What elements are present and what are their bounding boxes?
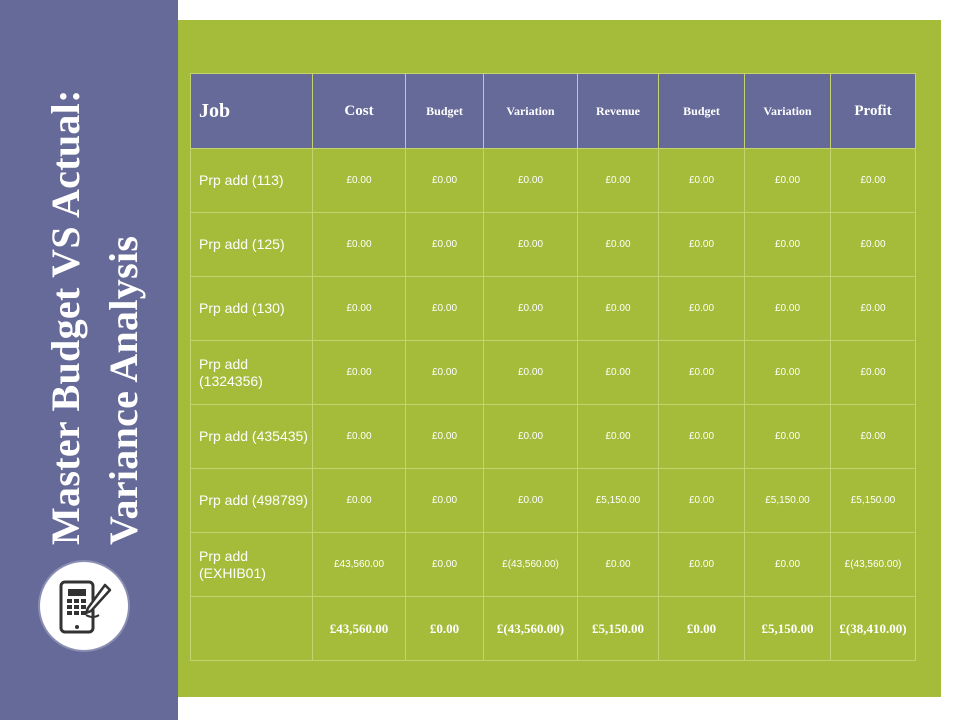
totals-label-cell bbox=[190, 596, 313, 661]
value-cell: £0.00 bbox=[744, 532, 831, 597]
value-cell: £0.00 bbox=[312, 212, 406, 277]
value-cell: £43,560.00 bbox=[312, 532, 406, 597]
total-cell: £43,560.00 bbox=[312, 596, 406, 661]
value-cell: £0.00 bbox=[405, 212, 484, 277]
value-cell: £0.00 bbox=[744, 404, 831, 469]
value-cell: £0.00 bbox=[312, 148, 406, 213]
value-cell: £0.00 bbox=[483, 468, 578, 533]
total-cell: £5,150.00 bbox=[744, 596, 831, 661]
job-cell: Prp add (1324356) bbox=[190, 340, 313, 405]
header-variation-2: Variation bbox=[744, 73, 831, 149]
value-cell: £0.00 bbox=[483, 340, 578, 405]
value-cell: £0.00 bbox=[830, 148, 916, 213]
value-cell: £0.00 bbox=[830, 276, 916, 341]
value-cell: £0.00 bbox=[405, 468, 484, 533]
total-cell: £5,150.00 bbox=[577, 596, 659, 661]
value-cell: £0.00 bbox=[483, 212, 578, 277]
value-cell: £0.00 bbox=[577, 276, 659, 341]
header-revenue: Revenue bbox=[577, 73, 659, 149]
header-cost: Cost bbox=[312, 73, 406, 149]
job-cell: Prp add (498789) bbox=[190, 468, 313, 533]
header-row: Job Cost Budget Variation Revenue Budget… bbox=[190, 73, 916, 149]
value-cell: £0.00 bbox=[658, 148, 745, 213]
value-cell: £0.00 bbox=[405, 276, 484, 341]
job-cell: Prp add (130) bbox=[190, 276, 313, 341]
job-cell: Prp add (435435) bbox=[190, 404, 313, 469]
value-cell: £0.00 bbox=[577, 212, 659, 277]
header-budget: Budget bbox=[405, 73, 484, 149]
icon-badge bbox=[38, 560, 130, 652]
value-cell: £0.00 bbox=[405, 148, 484, 213]
value-cell: £0.00 bbox=[658, 404, 745, 469]
value-cell: £(43,560.00) bbox=[830, 532, 916, 597]
value-cell: £0.00 bbox=[405, 340, 484, 405]
tablet-calculator-pen-icon bbox=[59, 580, 112, 634]
value-cell: £0.00 bbox=[312, 276, 406, 341]
value-cell: £0.00 bbox=[658, 212, 745, 277]
value-cell: £0.00 bbox=[658, 340, 745, 405]
job-cell: Prp add (125) bbox=[190, 212, 313, 277]
value-cell: £5,150.00 bbox=[577, 468, 659, 533]
table-row: Prp add (113) £0.00 £0.00 £0.00 £0.00 £0.00 £0… bbox=[190, 148, 916, 213]
value-cell: £0.00 bbox=[830, 212, 916, 277]
table-row: Prp add (435435) £0.00 £0.00 £0.00 £0.00 £0.0… bbox=[190, 404, 916, 469]
value-cell: £0.00 bbox=[577, 532, 659, 597]
value-cell: £0.00 bbox=[744, 276, 831, 341]
value-cell: £0.00 bbox=[744, 212, 831, 277]
table-row: Prp add (1324356) £0.00 £0.00 £0.00 £0.00 £0.… bbox=[190, 340, 916, 405]
value-cell: £5,150.00 bbox=[830, 468, 916, 533]
value-cell: £0.00 bbox=[830, 404, 916, 469]
value-cell: £0.00 bbox=[312, 340, 406, 405]
job-cell: Prp add (EXHIB01) bbox=[190, 532, 313, 597]
table-row: Prp add (498789) £0.00 £0.00 £0.00 £5,150.00… bbox=[190, 468, 916, 533]
table-row: Prp add (130) £0.00 £0.00 £0.00 £0.00 £0.00 £0… bbox=[190, 276, 916, 341]
total-cell: £0.00 bbox=[405, 596, 484, 661]
value-cell: £0.00 bbox=[577, 148, 659, 213]
value-cell: £0.00 bbox=[830, 340, 916, 405]
value-cell: £0.00 bbox=[405, 404, 484, 469]
totals-row: £43,560.00 £0.00 £(43,560.00) £5,150.00 £0.0… bbox=[190, 596, 916, 661]
header-profit: Profit bbox=[830, 73, 916, 149]
value-cell: £0.00 bbox=[658, 532, 745, 597]
value-cell: £0.00 bbox=[483, 148, 578, 213]
total-cell: £(38,410.00) bbox=[830, 596, 916, 661]
value-cell: £0.00 bbox=[658, 276, 745, 341]
value-cell: £0.00 bbox=[577, 404, 659, 469]
header-budget-2: Budget bbox=[658, 73, 745, 149]
value-cell: £0.00 bbox=[744, 340, 831, 405]
value-cell: £0.00 bbox=[405, 532, 484, 597]
value-cell: £(43,560.00) bbox=[483, 532, 578, 597]
value-cell: £0.00 bbox=[312, 404, 406, 469]
total-cell: £(43,560.00) bbox=[483, 596, 578, 661]
value-cell: £0.00 bbox=[483, 404, 578, 469]
value-cell: £5,150.00 bbox=[744, 468, 831, 533]
header-job: Job bbox=[190, 73, 313, 149]
header-variation: Variation bbox=[483, 73, 578, 149]
table-row: Prp add (125) £0.00 £0.00 £0.00 £0.00 £0.00 £0… bbox=[190, 212, 916, 277]
value-cell: £0.00 bbox=[577, 340, 659, 405]
slide-title: Master Budget VS Actual: Variance Analys… bbox=[43, 89, 146, 545]
value-cell: £0.00 bbox=[658, 468, 745, 533]
total-cell: £0.00 bbox=[658, 596, 745, 661]
job-cell: Prp add (113) bbox=[190, 148, 313, 213]
table-row: Prp add (EXHIB01) £43,560.00 £0.00 £(43,560… bbox=[190, 532, 916, 597]
value-cell: £0.00 bbox=[744, 148, 831, 213]
variance-table: Job Cost Budget Variation Revenue Budget… bbox=[190, 73, 916, 661]
value-cell: £0.00 bbox=[483, 276, 578, 341]
value-cell: £0.00 bbox=[312, 468, 406, 533]
title-container: Master Budget VS Actual: Variance Analys… bbox=[30, 5, 160, 545]
sidebar: Master Budget VS Actual: Variance Analys… bbox=[0, 0, 178, 720]
